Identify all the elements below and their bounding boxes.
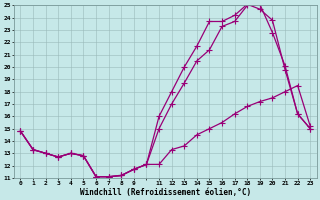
- X-axis label: Windchill (Refroidissement éolien,°C): Windchill (Refroidissement éolien,°C): [80, 188, 251, 197]
